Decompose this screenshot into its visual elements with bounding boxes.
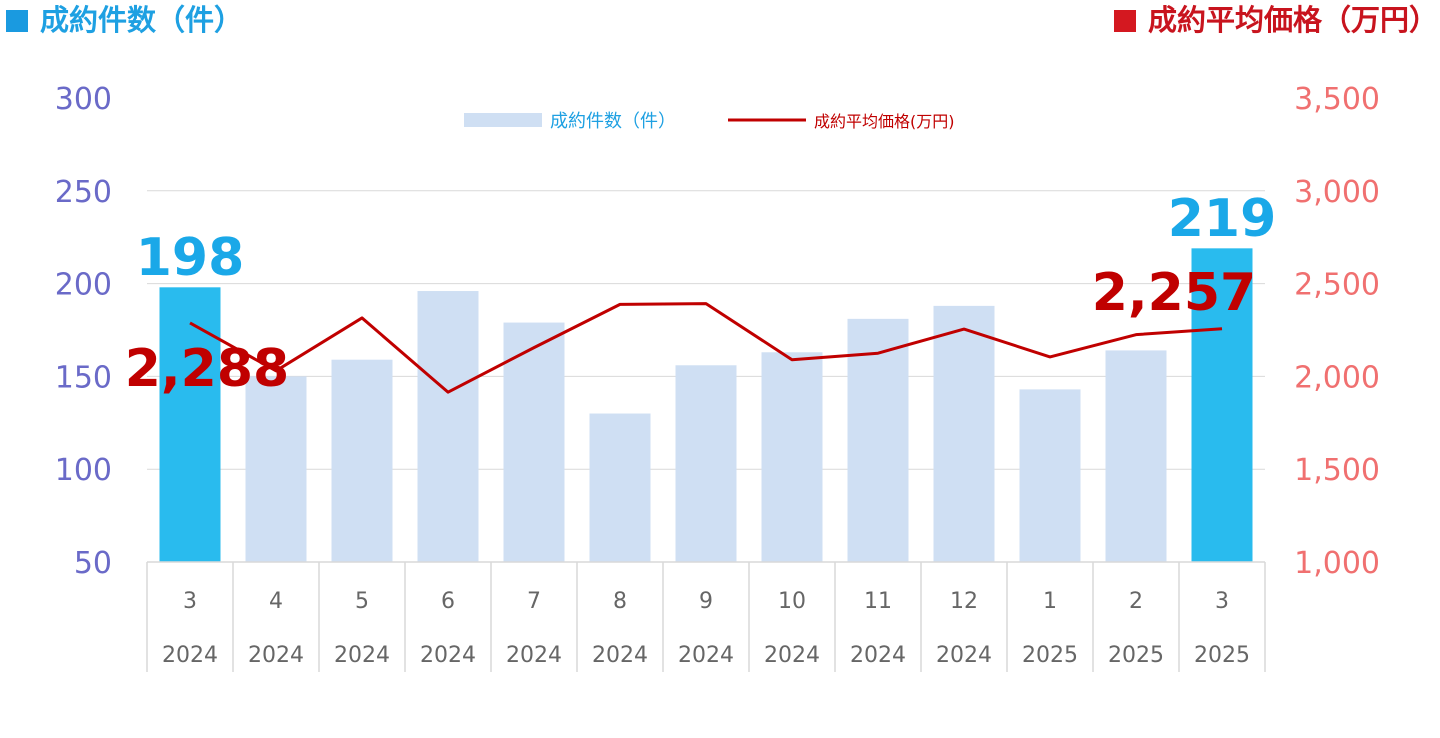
legend-line-label: 成約平均価格(万円)	[814, 112, 955, 131]
count-label-last: 219	[1168, 189, 1277, 249]
year-label: 2025	[1108, 643, 1164, 668]
data-labels: 198 219 2,288 2,257	[125, 189, 1277, 399]
bar	[1191, 248, 1253, 562]
left-tick-label: 150	[55, 360, 112, 395]
right-tick-label: 1,000	[1294, 546, 1380, 581]
price-label-first: 2,288	[125, 339, 289, 399]
left-tick-label: 50	[74, 546, 112, 581]
bar	[331, 359, 393, 562]
left-axis-header: 成約件数（件）	[6, 0, 243, 40]
bar-series	[159, 248, 1253, 562]
year-label: 2024	[506, 643, 562, 668]
year-label: 2025	[1022, 643, 1078, 668]
bar	[417, 291, 479, 562]
left-tick-label: 200	[55, 268, 112, 303]
month-label: 7	[527, 589, 541, 614]
year-label: 2024	[592, 643, 648, 668]
year-label: 2025	[1194, 643, 1250, 668]
month-label: 12	[950, 589, 978, 614]
legend: 成約件数（件） 成約平均価格(万円)	[464, 111, 955, 132]
year-label: 2024	[850, 643, 906, 668]
year-label: 2024	[334, 643, 390, 668]
bar	[245, 376, 307, 562]
left-axis-header-text: 成約件数（件）	[40, 3, 244, 37]
axes: 50 100 150 200 250 300 1,000 1,500 2,000 2,500 3,0…	[55, 82, 1380, 672]
bar	[159, 287, 221, 562]
right-axis-header: 成約平均価格（万円）	[1113, 0, 1438, 40]
blue-square-icon	[6, 10, 28, 32]
count-label-first: 198	[136, 228, 245, 288]
month-label: 9	[699, 589, 713, 614]
price-label-last: 2,257	[1092, 263, 1256, 323]
month-label: 6	[441, 589, 455, 614]
month-label: 11	[864, 589, 892, 614]
month-label: 3	[183, 589, 197, 614]
month-label: 4	[269, 589, 283, 614]
right-axis-header-text: 成約平均価格（万円）	[1147, 3, 1438, 37]
year-label: 2024	[936, 643, 992, 668]
bar	[1019, 389, 1081, 562]
line-series	[189, 302, 1223, 394]
month-label: 1	[1043, 589, 1057, 614]
year-label: 2024	[248, 643, 304, 668]
legend-bar-swatch	[464, 113, 542, 127]
month-label: 5	[355, 589, 369, 614]
month-label: 2	[1129, 589, 1143, 614]
legend-bar-label: 成約件数（件）	[550, 111, 676, 132]
bar	[847, 318, 909, 562]
year-label: 2024	[764, 643, 820, 668]
month-label: 10	[778, 589, 806, 614]
right-tick-label: 1,500	[1294, 453, 1380, 488]
bar	[1105, 350, 1167, 562]
red-square-icon	[1113, 10, 1136, 32]
bar	[933, 305, 995, 562]
year-label: 2024	[162, 643, 218, 668]
right-tick-label: 3,500	[1294, 82, 1380, 117]
right-tick-label: 3,000	[1294, 175, 1380, 210]
price-line	[189, 302, 1223, 394]
year-label: 2024	[678, 643, 734, 668]
month-label: 8	[613, 589, 627, 614]
bar	[589, 413, 651, 562]
month-label: 3	[1215, 589, 1229, 614]
bar	[675, 365, 737, 562]
bar	[503, 322, 565, 562]
year-label: 2024	[420, 643, 476, 668]
left-tick-label: 300	[55, 82, 112, 117]
right-tick-label: 2,000	[1294, 360, 1380, 395]
bar	[761, 352, 823, 562]
left-tick-label: 100	[55, 453, 112, 488]
right-tick-label: 2,500	[1294, 268, 1380, 303]
left-tick-label: 250	[55, 175, 112, 210]
